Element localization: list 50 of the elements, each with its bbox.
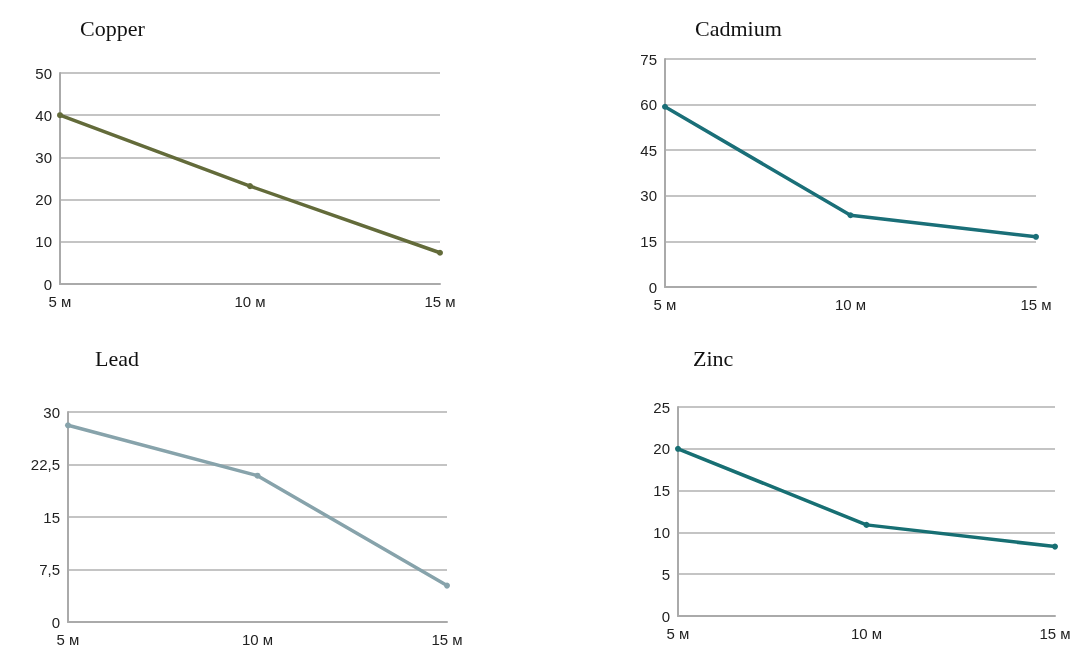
point — [437, 249, 443, 256]
point — [57, 112, 63, 119]
y-tick-label: 15 — [653, 482, 670, 500]
y-tick-label: 22,5 — [30, 456, 60, 473]
x-tick-label: 15 м — [1020, 296, 1052, 313]
point — [863, 521, 870, 528]
y-tick-label: 7,5 — [39, 561, 60, 578]
x-tick-label: 10 м — [834, 296, 867, 313]
x-tick-label: 15 м — [1039, 625, 1071, 642]
y-tick-label: 0 — [43, 275, 52, 293]
point — [1033, 233, 1039, 240]
point — [847, 212, 854, 219]
point — [444, 582, 450, 589]
y-tick-label: 30 — [43, 403, 60, 421]
y-tick-label: 60 — [640, 96, 657, 114]
point — [662, 103, 668, 110]
x-tick-label: 5 м — [666, 625, 690, 642]
point — [247, 183, 253, 190]
x-tick-label: 5 м — [653, 296, 677, 313]
x-tick-label: 10 м — [234, 293, 266, 310]
y-tick-label: 50 — [35, 64, 52, 82]
x-tick-label: 5 м — [48, 293, 72, 310]
x-tick-label: 15 м — [431, 631, 463, 648]
y-tick-label: 75 — [640, 50, 657, 68]
y-tick-label: 30 — [640, 187, 657, 205]
chart-title: Cadmium — [695, 15, 782, 41]
chart-title: Zinc — [693, 345, 734, 371]
y-tick-label: 45 — [640, 141, 657, 159]
point — [65, 422, 71, 429]
y-tick-label: 25 — [653, 398, 670, 416]
chart-title: Copper — [80, 15, 146, 41]
x-tick-label: 10 м — [850, 625, 883, 642]
y-tick-label: 15 — [640, 232, 657, 250]
y-tick-label: 15 — [43, 508, 60, 526]
y-tick-label: 0 — [661, 607, 670, 625]
x-tick-label: 15 м — [424, 293, 456, 310]
point — [675, 445, 681, 452]
x-tick-label: 5 м — [56, 631, 80, 648]
y-tick-label: 10 — [653, 523, 670, 541]
chart-title: Lead — [95, 345, 139, 371]
y-tick-label: 0 — [51, 613, 60, 631]
y-tick-label: 30 — [35, 148, 52, 166]
y-tick-label: 20 — [653, 440, 670, 458]
y-tick-label: 5 — [661, 565, 670, 583]
y-tick-label: 20 — [35, 191, 52, 209]
y-tick-label: 0 — [648, 278, 657, 296]
y-tick-label: 10 — [35, 233, 52, 251]
point — [1052, 543, 1058, 550]
y-tick-label: 40 — [35, 106, 52, 124]
x-tick-label: 10 м — [241, 631, 274, 648]
